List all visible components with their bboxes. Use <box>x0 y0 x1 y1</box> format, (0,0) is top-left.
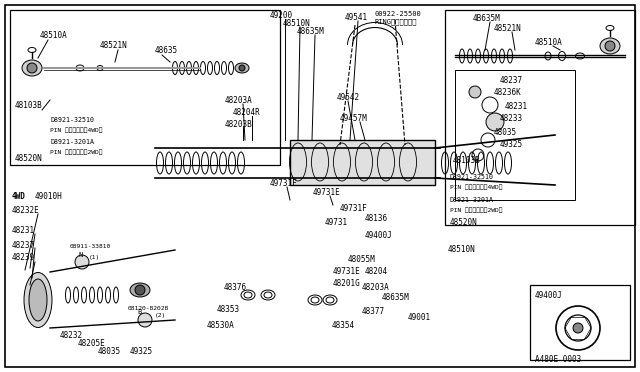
Text: 48520N: 48520N <box>15 154 43 163</box>
Text: N: N <box>78 252 83 258</box>
Text: 48521N: 48521N <box>494 23 522 32</box>
Text: PIN ピン（１）（4WD）: PIN ピン（１）（4WD） <box>450 184 502 190</box>
Text: 49200: 49200 <box>270 10 293 19</box>
Bar <box>455 70 575 200</box>
Text: 48353: 48353 <box>217 305 240 314</box>
Bar <box>10 10 280 165</box>
Circle shape <box>135 285 145 295</box>
Text: 48103B: 48103B <box>453 155 481 164</box>
Circle shape <box>469 86 481 98</box>
Text: D8921-32510: D8921-32510 <box>450 174 494 180</box>
Text: 48239: 48239 <box>12 253 35 263</box>
Text: 48236K: 48236K <box>494 87 522 96</box>
Text: 4WD: 4WD <box>12 192 26 201</box>
Text: 4B635M: 4B635M <box>473 13 500 22</box>
Text: 48635: 48635 <box>155 45 178 55</box>
Circle shape <box>486 113 504 131</box>
Text: 08911-33810: 08911-33810 <box>70 244 111 250</box>
Text: B: B <box>137 309 141 315</box>
Text: 48510N: 48510N <box>283 19 311 28</box>
Text: 49001: 49001 <box>408 314 431 323</box>
Bar <box>445 10 635 225</box>
Text: (2): (2) <box>155 314 166 318</box>
Text: 48205E: 48205E <box>78 340 106 349</box>
Text: 49325: 49325 <box>130 347 153 356</box>
Text: PIN ピン（１）（2WD）: PIN ピン（１）（2WD） <box>450 207 502 213</box>
Bar <box>290 140 435 185</box>
Text: 49400J: 49400J <box>535 291 563 299</box>
Text: 48354: 48354 <box>332 321 355 330</box>
Text: 48510A: 48510A <box>535 38 563 46</box>
Text: 48203A: 48203A <box>225 96 253 105</box>
Text: 48233: 48233 <box>500 113 523 122</box>
Bar <box>530 285 630 360</box>
Text: 48204R: 48204R <box>233 108 260 116</box>
Text: 49731F: 49731F <box>340 203 368 212</box>
Text: 48376: 48376 <box>224 283 247 292</box>
Text: 48231: 48231 <box>12 225 35 234</box>
Ellipse shape <box>235 63 249 73</box>
Text: 48201G: 48201G <box>333 279 361 288</box>
Text: 48103B: 48103B <box>15 100 43 109</box>
Text: D8921-3201A: D8921-3201A <box>50 139 94 145</box>
Text: 00922-25500: 00922-25500 <box>375 11 422 17</box>
Circle shape <box>75 255 89 269</box>
Text: 48035: 48035 <box>98 347 121 356</box>
Text: (1): (1) <box>89 256 100 260</box>
Text: 48231: 48231 <box>505 102 528 110</box>
Text: 49542: 49542 <box>337 93 360 102</box>
Circle shape <box>239 65 245 71</box>
Text: 48203B: 48203B <box>225 119 253 128</box>
Text: 49541: 49541 <box>345 13 368 22</box>
Text: 48377: 48377 <box>362 308 385 317</box>
Ellipse shape <box>24 273 52 327</box>
Text: 48136: 48136 <box>365 214 388 222</box>
Text: 48635M: 48635M <box>382 294 410 302</box>
Text: 48055M: 48055M <box>348 256 376 264</box>
Text: PIN ピン（１）（2WD）: PIN ピン（１）（2WD） <box>50 149 102 155</box>
Circle shape <box>605 41 615 51</box>
Text: 48203A: 48203A <box>362 283 390 292</box>
Text: 08120-82028: 08120-82028 <box>128 305 169 311</box>
Text: 48237: 48237 <box>12 241 35 250</box>
Text: 49457M: 49457M <box>340 113 368 122</box>
Text: 48204: 48204 <box>365 267 388 276</box>
Text: A480E 0003: A480E 0003 <box>535 356 581 365</box>
Text: 49010H: 49010H <box>35 192 63 201</box>
Text: 49731F: 49731F <box>270 179 298 187</box>
Text: 48635M: 48635M <box>297 26 324 35</box>
Text: 49325: 49325 <box>500 140 523 148</box>
Ellipse shape <box>29 279 47 321</box>
Text: 48510A: 48510A <box>40 31 68 39</box>
Text: 48232E: 48232E <box>12 205 40 215</box>
Text: 48510N: 48510N <box>448 246 476 254</box>
Text: 49731E: 49731E <box>313 187 340 196</box>
Text: 49400J: 49400J <box>365 231 393 240</box>
Text: 48035: 48035 <box>494 128 517 137</box>
Ellipse shape <box>600 38 620 54</box>
Text: 49731: 49731 <box>325 218 348 227</box>
Ellipse shape <box>22 60 42 76</box>
Ellipse shape <box>130 283 150 297</box>
Text: RINGリング（１）: RINGリング（１） <box>375 19 417 25</box>
Text: PIN ピン（１）（4WD）: PIN ピン（１）（4WD） <box>50 127 102 133</box>
Text: D8921-32510: D8921-32510 <box>50 117 94 123</box>
Text: 48520N: 48520N <box>450 218 477 227</box>
Circle shape <box>138 313 152 327</box>
Text: D8921-3201A: D8921-3201A <box>450 197 494 203</box>
Text: 48232: 48232 <box>60 331 83 340</box>
Circle shape <box>573 323 583 333</box>
Text: 49731E: 49731E <box>333 267 361 276</box>
Circle shape <box>27 63 37 73</box>
Text: 48530A: 48530A <box>207 321 235 330</box>
Text: 48237: 48237 <box>500 76 523 84</box>
Text: 48521N: 48521N <box>100 41 128 49</box>
